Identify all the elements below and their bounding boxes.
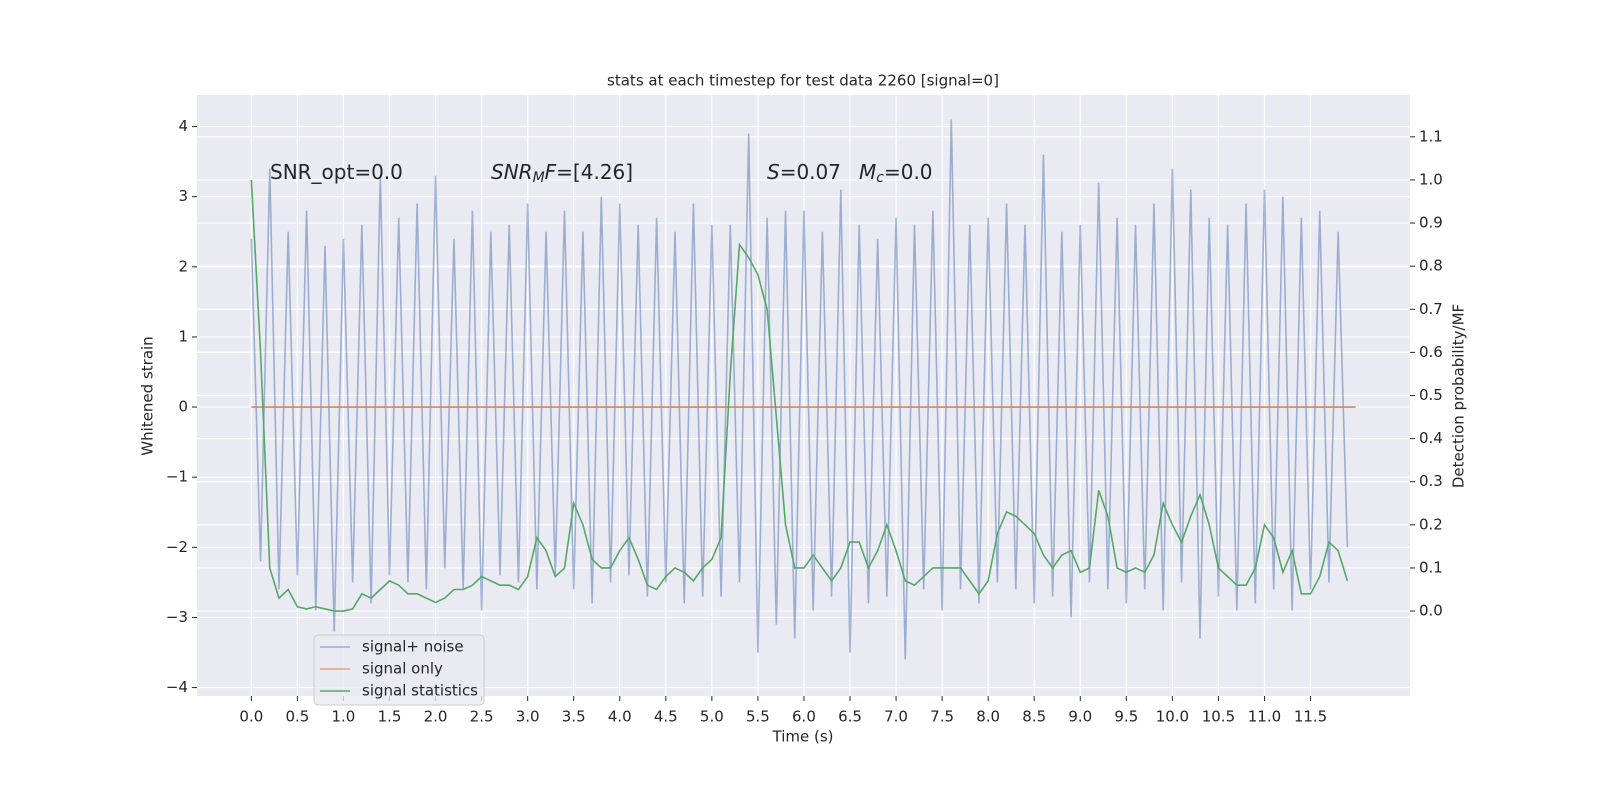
x-tick-label: 4.0 xyxy=(608,708,632,726)
y-tick-label: −2 xyxy=(166,538,188,556)
legend: signal+ noise signal only signal statistic… xyxy=(313,634,485,706)
annotations: SNR_opt=0.0 SNRMF=[4.26] S=0.07 Mc=0.0 xyxy=(270,160,933,187)
legend-label: signal only xyxy=(362,660,443,678)
y-tick-label: 1 xyxy=(178,327,188,345)
x-tick-label: 8.5 xyxy=(1022,708,1046,726)
annotation: S=0.07 xyxy=(767,160,841,184)
y2-tick-label: 0.4 xyxy=(1419,429,1443,447)
y2-tick-label: 1.1 xyxy=(1419,127,1443,145)
annotation-part: =[4.26] xyxy=(556,160,633,184)
annotation: Mc=0.0 xyxy=(859,160,933,187)
y2-tick-label: 1.0 xyxy=(1419,170,1443,188)
x-tick-label: 9.5 xyxy=(1114,708,1138,726)
y2-tick-label: 0.7 xyxy=(1419,300,1443,318)
annotation-part: c xyxy=(876,170,884,186)
legend-box xyxy=(313,634,485,706)
annotation-part: SNR xyxy=(491,160,533,184)
chart-title: stats at each timestep for test data 226… xyxy=(607,72,999,90)
legend-label: signal statistics xyxy=(362,682,478,700)
y-tick-label: −1 xyxy=(166,468,188,486)
lines xyxy=(250,119,1356,660)
x-tick-label: 4.5 xyxy=(654,708,678,726)
x-axis-label: Time (s) xyxy=(772,728,834,746)
x-tick-label: 11.0 xyxy=(1248,708,1281,726)
x-tick-label: 9.0 xyxy=(1068,708,1092,726)
y-tick-label: −4 xyxy=(166,678,188,696)
annotation: SNRMF=[4.26] xyxy=(491,160,633,187)
x-tick-label: 3.5 xyxy=(562,708,586,726)
x-tick-label: 2.0 xyxy=(424,708,448,726)
annotation-part: M xyxy=(533,170,545,186)
x-tick-label: 6.0 xyxy=(792,708,816,726)
x-tick-label: 1.0 xyxy=(332,708,356,726)
y2-tick-label: 0.0 xyxy=(1419,602,1443,620)
y2-tick-label: 0.6 xyxy=(1419,343,1443,361)
series-line xyxy=(250,119,1349,660)
x-tick-label: 0.5 xyxy=(285,708,309,726)
y-tick-label: 4 xyxy=(178,117,188,135)
x-tick-label: 6.5 xyxy=(838,708,862,726)
x-tick-label: 5.0 xyxy=(700,708,724,726)
y-tick-label: −3 xyxy=(166,608,188,626)
series-line xyxy=(250,179,1349,612)
y-tick-label: 0 xyxy=(178,398,188,416)
x-tick-label: 5.5 xyxy=(746,708,770,726)
x-tick-label: 10.5 xyxy=(1202,708,1235,726)
x-tick-label: 2.5 xyxy=(470,708,494,726)
annotation-part: =0.07 xyxy=(780,160,841,184)
x-tick-label: 1.5 xyxy=(378,708,402,726)
annotation-part: F xyxy=(545,160,557,184)
y2-tick-label: 0.3 xyxy=(1419,472,1443,490)
annotation-part: =0.0 xyxy=(884,160,933,184)
x-tick-label: 3.0 xyxy=(516,708,540,726)
x-tick-label: 10.0 xyxy=(1156,708,1189,726)
y-axis-label: Whitened strain xyxy=(139,336,157,455)
annotation-part: S xyxy=(767,160,780,184)
y2-axis-label: Detection probability/MF xyxy=(1450,304,1468,488)
y2-tick-label: 0.9 xyxy=(1419,214,1443,232)
y2-tick-label: 0.2 xyxy=(1419,515,1443,533)
y2-tick-label: 0.8 xyxy=(1419,257,1443,275)
x-tick-label: 11.5 xyxy=(1294,708,1327,726)
x-tick-label: 0.0 xyxy=(239,708,263,726)
annotation-part: SNR_opt=0.0 xyxy=(270,160,403,184)
x-tick-label: 7.5 xyxy=(930,708,954,726)
y2-tick-label: 0.5 xyxy=(1419,386,1443,404)
y-tick-label: 2 xyxy=(178,257,188,275)
annotation: SNR_opt=0.0 xyxy=(270,160,403,184)
x-tick-label: 7.0 xyxy=(884,708,908,726)
x-tick-label: 8.0 xyxy=(976,708,1000,726)
y2-tick-label: 0.1 xyxy=(1419,558,1443,576)
ticks: 0.0 0.5 1.0 1.5 2.0 2.5 3.0 3.5 4.0 4.5 5.0 5.5 6.0 6… xyxy=(166,117,1443,725)
legend-label: signal+ noise xyxy=(362,638,464,656)
annotation-part: M xyxy=(859,160,876,184)
y-tick-label: 3 xyxy=(178,187,188,205)
